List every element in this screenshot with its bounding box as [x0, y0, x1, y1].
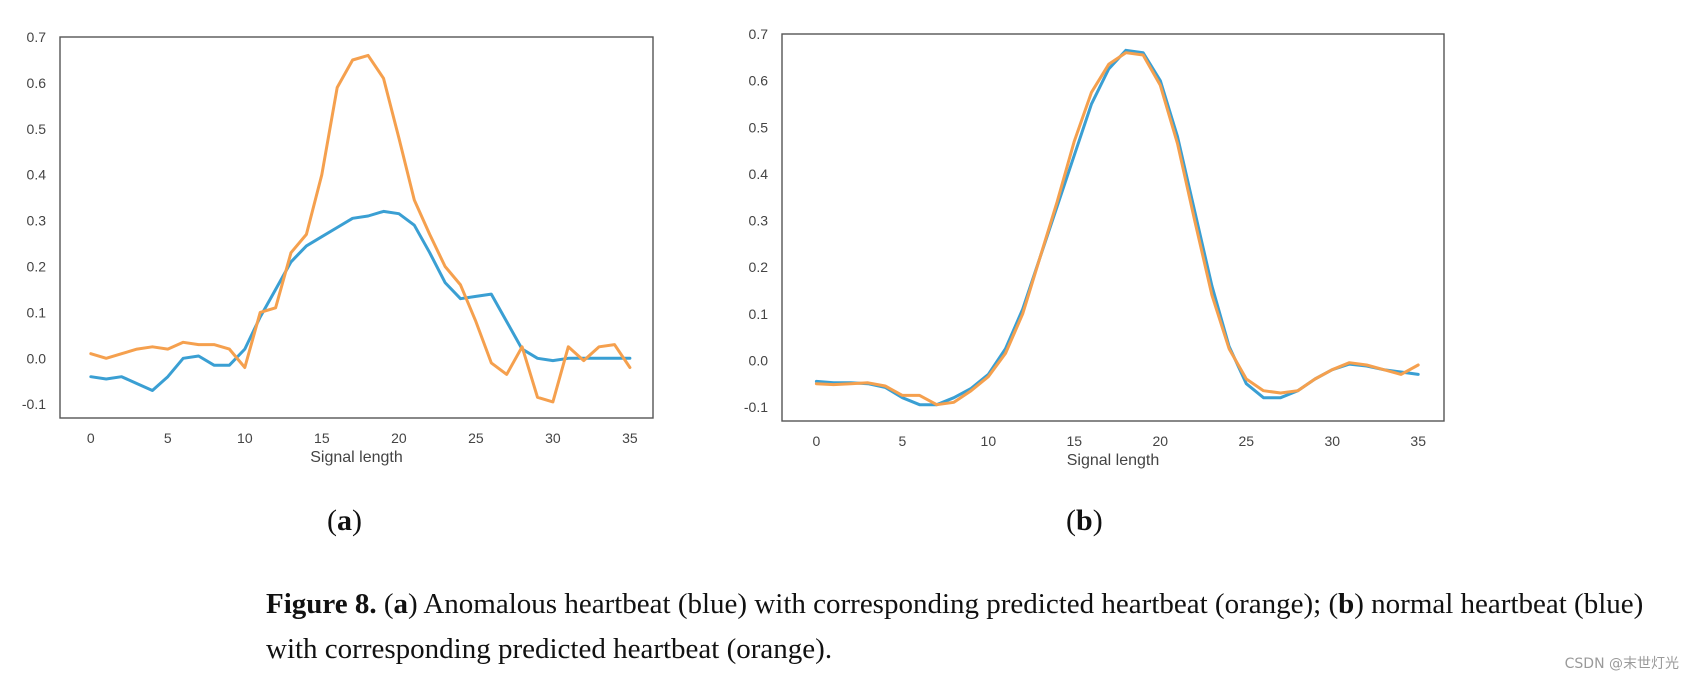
caption-part-b-letter: b: [1338, 588, 1355, 620]
x-axis-label: Signal length: [310, 449, 403, 466]
y-tick-label: 0.7: [27, 29, 47, 45]
panel-b-letter: b: [1076, 504, 1093, 537]
x-tick-label: 0: [812, 433, 820, 449]
x-tick-label: 30: [1324, 433, 1340, 449]
y-tick-label: 0.3: [27, 213, 47, 229]
panel-label-b: (b): [1066, 504, 1103, 537]
chart-panel-b: -0.1 0.0 0.1 0.2 0.3 0.4 0.5 0.6 0.7 0 5 10 15 20 25 30…: [744, 26, 1445, 469]
y-tick-label: 0.7: [749, 26, 769, 42]
y-tick-label: 0.1: [749, 306, 769, 322]
y-tick-label: 0.0: [749, 352, 769, 368]
series-line-actual: [814, 48, 1420, 407]
x-tick-label: 25: [1238, 433, 1254, 449]
y-tick-label: -0.1: [22, 396, 46, 412]
chart-panel-a: -0.1 0.0 0.1 0.2 0.3 0.4 0.5 0.6 0.7 0 5 10 15 20 25 30…: [22, 29, 654, 466]
series-line-predicted: [814, 51, 1420, 407]
y-tick-label: 0.4: [749, 166, 769, 182]
x-tick-label: 10: [981, 433, 997, 449]
x-tick-label: 15: [1067, 433, 1083, 449]
y-tick-label: 0.0: [27, 350, 47, 366]
plot-frame: [59, 36, 654, 419]
y-tick-label: 0.5: [749, 119, 769, 135]
caption-part-b-text: ) normal heartbeat (blue) with correspon…: [266, 588, 1644, 665]
x-tick-label: 25: [468, 430, 484, 446]
x-tick-label: 15: [314, 430, 330, 446]
caption-part-a-letter: a: [393, 588, 409, 620]
x-tick-label: 20: [391, 430, 407, 446]
panel-a-letter: a: [337, 504, 352, 537]
x-tick-label: 0: [87, 430, 95, 446]
series-line-actual: [89, 209, 632, 392]
plot-frame: [781, 33, 1445, 422]
caption-figure-number: Figure 8.: [266, 588, 377, 620]
panel-label-a: (a): [327, 504, 362, 537]
y-tick-label: 0.4: [27, 167, 47, 183]
caption-part-a-text: ) Anomalous heartbeat (blue) with corres…: [408, 588, 1339, 620]
y-tick-label: 0.1: [27, 304, 47, 320]
y-tick-label: -0.1: [744, 399, 768, 415]
y-tick-label: 0.6: [27, 75, 47, 91]
x-tick-label: 5: [898, 433, 906, 449]
x-axis-label: Signal length: [1067, 452, 1160, 469]
y-tick-label: 0.2: [749, 259, 769, 275]
y-tick-label: 0.3: [749, 213, 769, 229]
series-line-predicted: [89, 53, 632, 404]
y-tick-label: 0.6: [749, 73, 769, 89]
x-tick-label: 10: [237, 430, 253, 446]
figure-caption: Figure 8. (a) Anomalous heartbeat (blue)…: [266, 588, 1644, 665]
x-tick-label: 35: [622, 430, 638, 446]
watermark-text: CSDN @末世灯光: [1564, 656, 1679, 672]
x-tick-label: 35: [1410, 433, 1426, 449]
x-tick-label: 30: [545, 430, 561, 446]
x-tick-label: 5: [164, 430, 172, 446]
x-tick-label: 20: [1152, 433, 1168, 449]
y-tick-label: 0.5: [27, 121, 47, 137]
y-tick-label: 0.2: [27, 259, 47, 275]
